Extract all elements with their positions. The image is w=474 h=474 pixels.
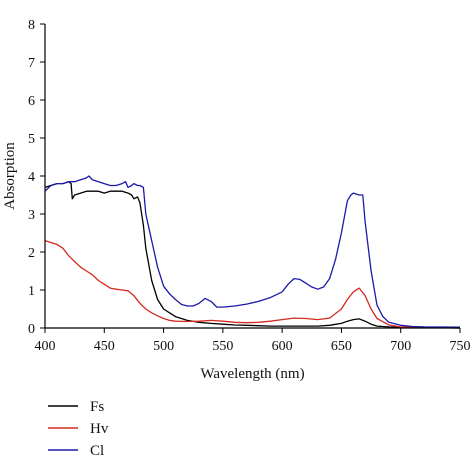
- x-tick-label: 500: [153, 339, 174, 354]
- x-tick-label: 600: [272, 339, 293, 354]
- y-axis-title: Absorption: [2, 142, 18, 210]
- x-tick-label: 400: [35, 339, 56, 354]
- x-axis-title: Wavelength (nm): [200, 366, 304, 382]
- x-tick-label: 550: [212, 339, 233, 354]
- y-tick-label: 1: [28, 284, 35, 299]
- y-tick-label: 8: [28, 18, 35, 33]
- y-tick-label: 5: [28, 132, 35, 147]
- y-tick-label: 3: [28, 208, 35, 223]
- x-tick-label: 700: [390, 339, 411, 354]
- series-line-fs: [44, 181, 461, 329]
- axes-layer: 400 450 500 550 600 650 700 750 0 1 2 3 4 5 6 7 8: [28, 18, 471, 354]
- legend: Fs Hv Cl: [48, 399, 109, 459]
- y-tick-label: 4: [28, 170, 35, 185]
- y-tick-label: 7: [28, 56, 35, 71]
- legend-label-fs: Fs: [90, 399, 104, 415]
- y-tick-label: 0: [28, 322, 35, 337]
- y-tick-label: 6: [28, 94, 35, 109]
- series-line-cl: [44, 175, 461, 328]
- x-tick-label: 750: [450, 339, 471, 354]
- legend-label-hv: Hv: [90, 421, 109, 437]
- x-tick-label: 650: [331, 339, 352, 354]
- y-tick-label: 2: [28, 246, 35, 261]
- series-line-hv: [44, 239, 461, 329]
- series-layer: [44, 175, 461, 329]
- legend-label-cl: Cl: [90, 443, 104, 459]
- x-tick-label: 450: [94, 339, 115, 354]
